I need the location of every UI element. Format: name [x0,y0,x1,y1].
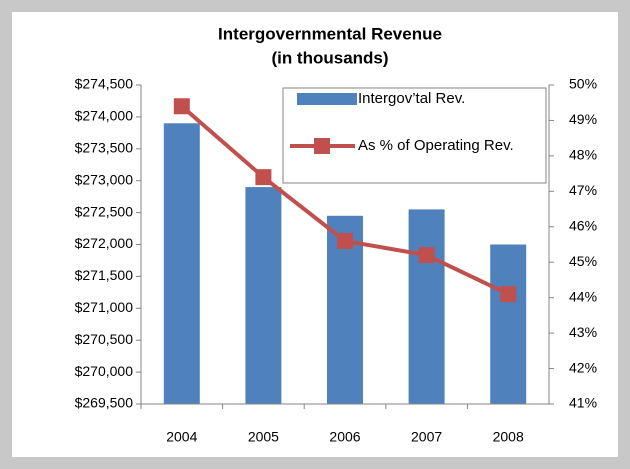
y-tick-label: $273,500 [75,140,134,156]
legend-label-box: Intergov’tal Rev. [358,90,466,107]
y2-tick-label: 49% [569,111,597,127]
chart-title: Intergovernmental Revenue [218,24,442,43]
y-tick-label: $271,500 [75,267,134,283]
legend-swatch [314,138,330,154]
y2-tick-label: 46% [569,217,597,233]
legend-label: As % of Operating Rev. [358,137,514,154]
legend: Intergov’tal Rev. As % of Operating Rev. [282,87,547,184]
y2-tick-label: 48% [569,147,597,163]
line-marker [500,286,517,303]
legend-label: Intergov’tal Rev. [358,90,466,107]
line-marker [337,232,353,249]
bar [163,123,200,404]
y2-tick-label: 43% [569,324,597,340]
y2-tick-label: 41% [569,395,597,411]
x-tick-label: 2005 [248,429,279,445]
legend-swatch [297,93,357,105]
y2-tick-label: 44% [569,288,597,304]
bar [490,244,527,404]
line-marker [255,169,272,186]
chart-subtitle: (in thousands) [271,48,388,67]
bar [245,187,282,404]
y-tick-label: $271,000 [75,299,134,315]
x-tick-label: 2007 [411,429,442,445]
legend-label-box: As % of Operating Rev. [358,137,514,154]
y-tick-label: $272,000 [75,235,134,251]
y-tick-label: $274,000 [75,108,134,124]
y-tick-label: $272,500 [75,203,134,219]
line-marker [173,98,190,115]
y-tick-label: $274,500 [75,76,134,92]
y-tick-label: $270,500 [75,331,134,347]
y2-tick-label: 50% [569,76,597,92]
y-tick-label: $269,500 [75,395,134,411]
y2-tick-label: 47% [569,182,597,198]
x-tick-label: 2004 [166,429,197,445]
y-tick-label: $270,000 [75,363,134,379]
bar [408,209,445,404]
x-tick-label: 2006 [329,429,360,445]
line-marker [418,247,435,264]
y2-tick-label: 42% [569,359,597,375]
y-tick-label: $273,000 [75,171,134,187]
x-tick-label: 2008 [493,429,524,445]
y2-tick-label: 45% [569,253,597,269]
